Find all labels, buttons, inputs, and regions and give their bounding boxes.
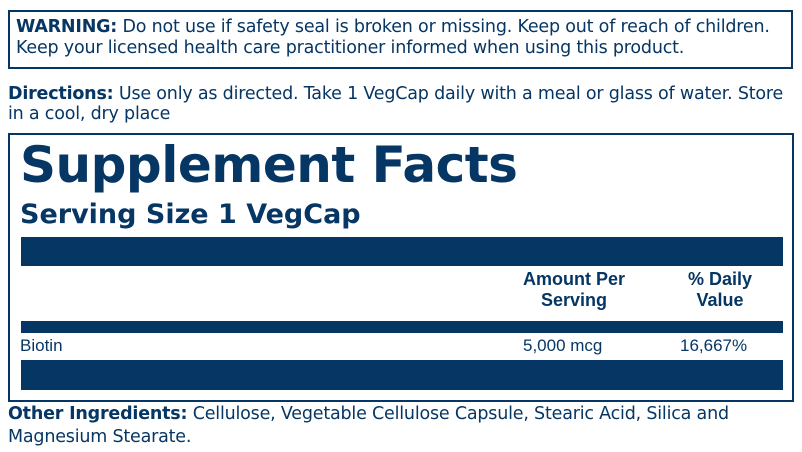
warning-line-1: WARNING: Do not use if safety seal is br… (16, 17, 770, 37)
serving-size: Serving Size 1 VegCap (20, 199, 361, 230)
nutrient-amount: 5,000 mcg (523, 336, 603, 355)
other-ingredients-line-2: Magnesium Stearate. (8, 427, 192, 447)
directions-line-1: Directions: Use only as directed. Take 1… (8, 84, 783, 104)
bottom-divider (21, 360, 783, 390)
dv-header-line-2: Value (696, 290, 744, 310)
nutrient-name: Biotin (20, 336, 63, 355)
directions-line-2: in a cool, dry place (8, 104, 171, 124)
amount-header-line-1: Amount Per (522, 269, 625, 289)
warning-label: WARNING: (16, 17, 118, 37)
directions-text: Use only as directed. Take 1 VegCap dail… (118, 84, 784, 104)
directions-label: Directions: (8, 84, 114, 104)
warning-box: WARNING: Do not use if safety seal is br… (8, 10, 793, 69)
other-ingredients-line-1: Other Ingredients: Cellulose, Vegetable … (8, 404, 729, 424)
other-ingredients-text: Cellulose, Vegetable Cellulose Capsule, … (192, 404, 729, 424)
daily-value-header: % Daily Value (660, 269, 780, 311)
medium-divider (21, 321, 783, 333)
supplement-facts-panel: Supplement Facts Serving Size 1 VegCap A… (8, 133, 794, 402)
warning-text: Do not use if safety seal is broken or m… (122, 17, 770, 37)
dv-header-line-1: % Daily (687, 269, 753, 289)
amount-header: Amount Per Serving (494, 269, 654, 311)
facts-title: Supplement Facts (20, 136, 518, 194)
warning-line-2: Keep your licensed health care practitio… (16, 38, 685, 58)
thick-divider (21, 237, 783, 266)
nutrient-daily-value: 16,667% (680, 336, 748, 355)
other-ingredients-label: Other Ingredients: (8, 404, 188, 424)
amount-header-line-2: Serving (540, 290, 608, 310)
